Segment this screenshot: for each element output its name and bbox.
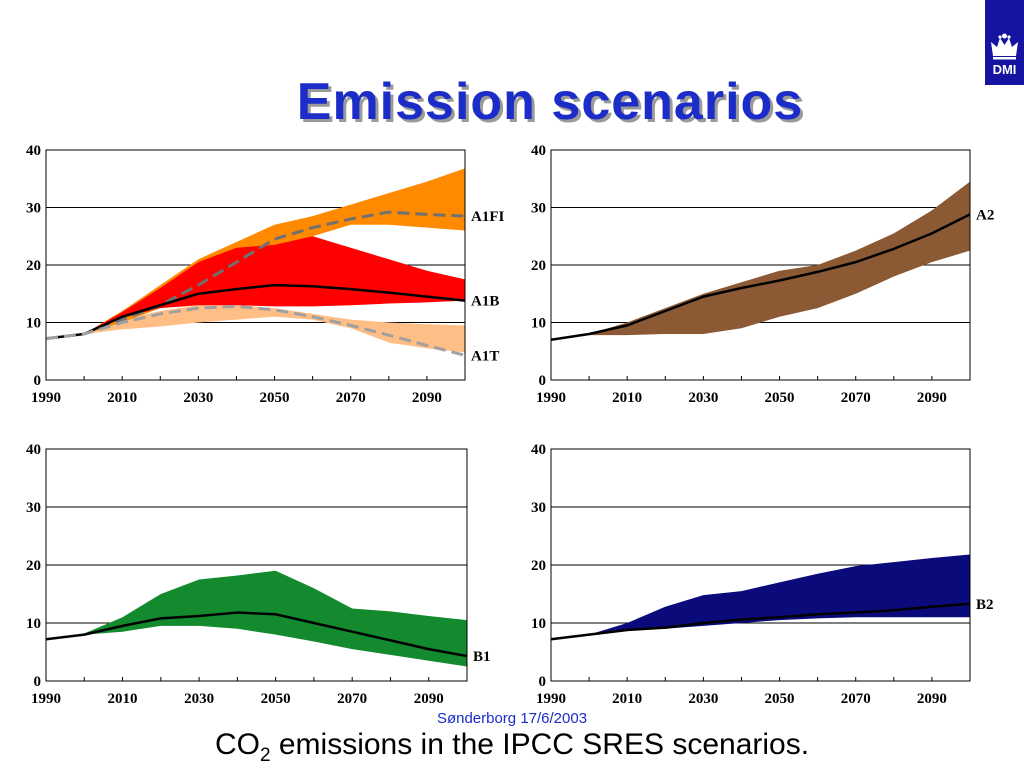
xtick-label-a1-2070: 2070 [336, 390, 366, 406]
ytick-label-b1-30: 30 [26, 500, 41, 516]
band-b1-0 [46, 570, 467, 667]
caption-prefix: CO [214, 728, 260, 761]
ytick-label-a1-30: 30 [26, 201, 41, 217]
series-label-b2: B2 [976, 597, 994, 613]
caption-subscript: 2 [259, 745, 271, 766]
series-label-a1b: A1B [471, 294, 499, 310]
ytick-label-a2-40: 40 [531, 143, 546, 159]
footer-note: Sønderborg 17/6/2003 [436, 710, 588, 727]
band-b2-0 [551, 554, 970, 640]
ytick-label-b1-0: 0 [34, 674, 42, 690]
series-line-b1 [45, 611, 468, 658]
ytick-label-b2-20: 20 [531, 558, 546, 574]
band-a1-0 [46, 305, 465, 353]
xtick-label-a1-1990: 1990 [31, 390, 61, 406]
slide-title: Emission scenarios [296, 73, 804, 131]
ytick-label-b2-10: 10 [531, 616, 546, 632]
xtick-label-b2-2050: 2050 [765, 691, 795, 707]
ytick-label-a1-20: 20 [26, 258, 41, 274]
xtick-label-b2-2090: 2090 [917, 691, 947, 707]
dmi-logo: DMI [985, 0, 1024, 88]
ytick-label-a1-10: 10 [26, 316, 41, 332]
ytick-label-b2-40: 40 [531, 442, 546, 458]
crown-icon [991, 33, 1018, 60]
ytick-label-b2-0: 0 [539, 674, 547, 690]
xtick-label-a2-2050: 2050 [765, 390, 795, 406]
xtick-label-b2-2010: 2010 [612, 691, 642, 707]
xtick-label-a1-2010: 2010 [107, 390, 137, 406]
slide-caption: CO2 emissions in the IPCC SRES scenarios… [0, 728, 1024, 767]
series-label-a1fi: A1FI [471, 209, 504, 225]
xtick-label-a2-2010: 2010 [612, 390, 642, 406]
ytick-label-a1-0: 0 [34, 373, 42, 389]
ytick-label-b2-30: 30 [531, 500, 546, 516]
series-label-a1t: A1T [471, 348, 499, 364]
xtick-label-b1-1990: 1990 [31, 691, 61, 707]
series-line-a1fi [45, 210, 466, 341]
series-line-b2 [550, 602, 971, 641]
ytick-label-b1-20: 20 [26, 558, 41, 574]
ytick-label-a1-40: 40 [26, 143, 41, 159]
xtick-label-b1-2010: 2010 [108, 691, 138, 707]
series-line-a2 [550, 213, 971, 341]
xtick-label-b1-2090: 2090 [414, 691, 444, 707]
ytick-label-a2-30: 30 [531, 201, 546, 217]
xtick-label-a2-2090: 2090 [917, 390, 947, 406]
xtick-label-b2-2070: 2070 [841, 691, 871, 707]
series-label-b1: B1 [473, 649, 491, 665]
xtick-label-a2-1990: 1990 [536, 390, 566, 406]
xtick-label-b1-2030: 2030 [184, 691, 214, 707]
xtick-label-b2-1990: 1990 [536, 691, 566, 707]
xtick-label-a1-2090: 2090 [412, 390, 442, 406]
ytick-label-a2-20: 20 [531, 258, 546, 274]
band-a2-0 [551, 181, 970, 340]
ytick-label-a2-0: 0 [539, 373, 547, 389]
xtick-label-a2-2070: 2070 [841, 390, 871, 406]
xtick-label-a1-2030: 2030 [183, 390, 213, 406]
xtick-label-b1-2070: 2070 [337, 691, 367, 707]
ytick-label-b1-40: 40 [26, 442, 41, 458]
xtick-label-a2-2030: 2030 [688, 390, 718, 406]
ytick-label-b1-10: 10 [26, 616, 41, 632]
caption-suffix: emissions in the IPCC SRES scenarios. [270, 728, 810, 761]
series-line-a1b [45, 283, 466, 340]
xtick-label-a1-2050: 2050 [260, 390, 290, 406]
logo-text: DMI [992, 62, 1017, 77]
ytick-label-a2-10: 10 [531, 316, 546, 332]
series-label-a2: A2 [976, 207, 994, 223]
xtick-label-b2-2030: 2030 [688, 691, 718, 707]
xtick-label-b1-2050: 2050 [261, 691, 291, 707]
